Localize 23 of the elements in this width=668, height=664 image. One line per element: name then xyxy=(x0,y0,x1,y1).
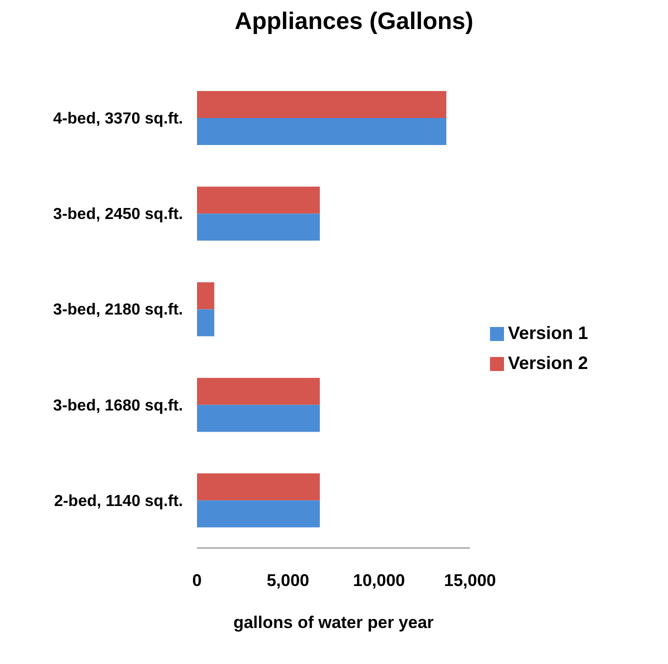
y-tick-label: 3-bed, 2450 sq.ft. xyxy=(53,206,183,224)
legend-label: Version 2 xyxy=(508,353,588,373)
bar xyxy=(197,500,320,528)
bar xyxy=(197,473,320,500)
x-tick-label: 10,000 xyxy=(353,571,405,590)
chart-title: Appliances (Gallons) xyxy=(234,8,474,37)
y-tick-label: 3-bed, 2180 sq.ft. xyxy=(53,302,183,319)
x-axis-title: gallons of water per year xyxy=(233,613,434,632)
bar xyxy=(197,186,320,214)
x-tick-label: 5,000 xyxy=(266,571,310,590)
y-tick-label: 3-bed, 1680 sq.ft. xyxy=(53,397,183,414)
bar xyxy=(197,309,214,336)
bar xyxy=(197,378,320,405)
bar xyxy=(197,118,446,146)
bar xyxy=(197,91,446,118)
y-tick-label: 2-bed, 1140 sq.ft. xyxy=(54,492,183,510)
legend-label: Version 1 xyxy=(508,323,588,343)
x-tick-label: 15,000 xyxy=(444,571,496,590)
x-tick-label: 0 xyxy=(192,571,202,590)
bar xyxy=(197,282,214,310)
bar xyxy=(197,404,320,432)
y-tick-label: 4-bed, 3370 sq.ft. xyxy=(53,110,183,128)
bar xyxy=(197,214,320,241)
